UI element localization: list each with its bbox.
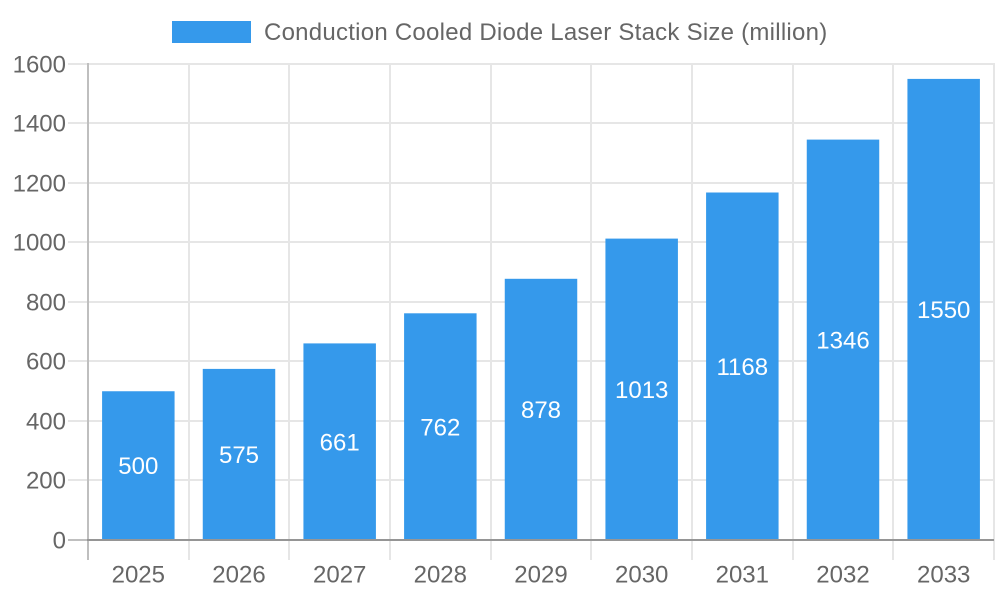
svg-text:2031: 2031 (716, 561, 769, 588)
svg-text:1200: 1200 (13, 170, 66, 197)
svg-text:0: 0 (53, 527, 66, 554)
svg-text:661: 661 (320, 429, 360, 456)
svg-text:2032: 2032 (816, 561, 869, 588)
svg-text:1000: 1000 (13, 229, 66, 256)
svg-text:1346: 1346 (816, 327, 869, 354)
svg-text:1550: 1550 (917, 297, 970, 324)
svg-text:200: 200 (26, 467, 66, 494)
svg-text:2033: 2033 (917, 561, 970, 588)
svg-text:762: 762 (420, 414, 460, 441)
svg-text:400: 400 (26, 408, 66, 435)
svg-text:600: 600 (26, 348, 66, 375)
svg-text:2030: 2030 (615, 561, 668, 588)
svg-text:2025: 2025 (112, 561, 165, 588)
svg-text:800: 800 (26, 289, 66, 316)
svg-text:1600: 1600 (13, 51, 66, 78)
svg-text:500: 500 (118, 453, 158, 480)
svg-text:878: 878 (521, 397, 561, 424)
svg-text:2026: 2026 (212, 561, 265, 588)
svg-text:2027: 2027 (313, 561, 366, 588)
svg-text:1013: 1013 (615, 377, 668, 404)
svg-text:2029: 2029 (514, 561, 567, 588)
svg-text:2028: 2028 (414, 561, 467, 588)
svg-text:1168: 1168 (716, 354, 768, 381)
svg-text:575: 575 (219, 442, 259, 469)
svg-text:1400: 1400 (13, 110, 66, 137)
svg-text:Conduction Cooled Diode Laser: Conduction Cooled Diode Laser Stack Size… (264, 19, 827, 46)
